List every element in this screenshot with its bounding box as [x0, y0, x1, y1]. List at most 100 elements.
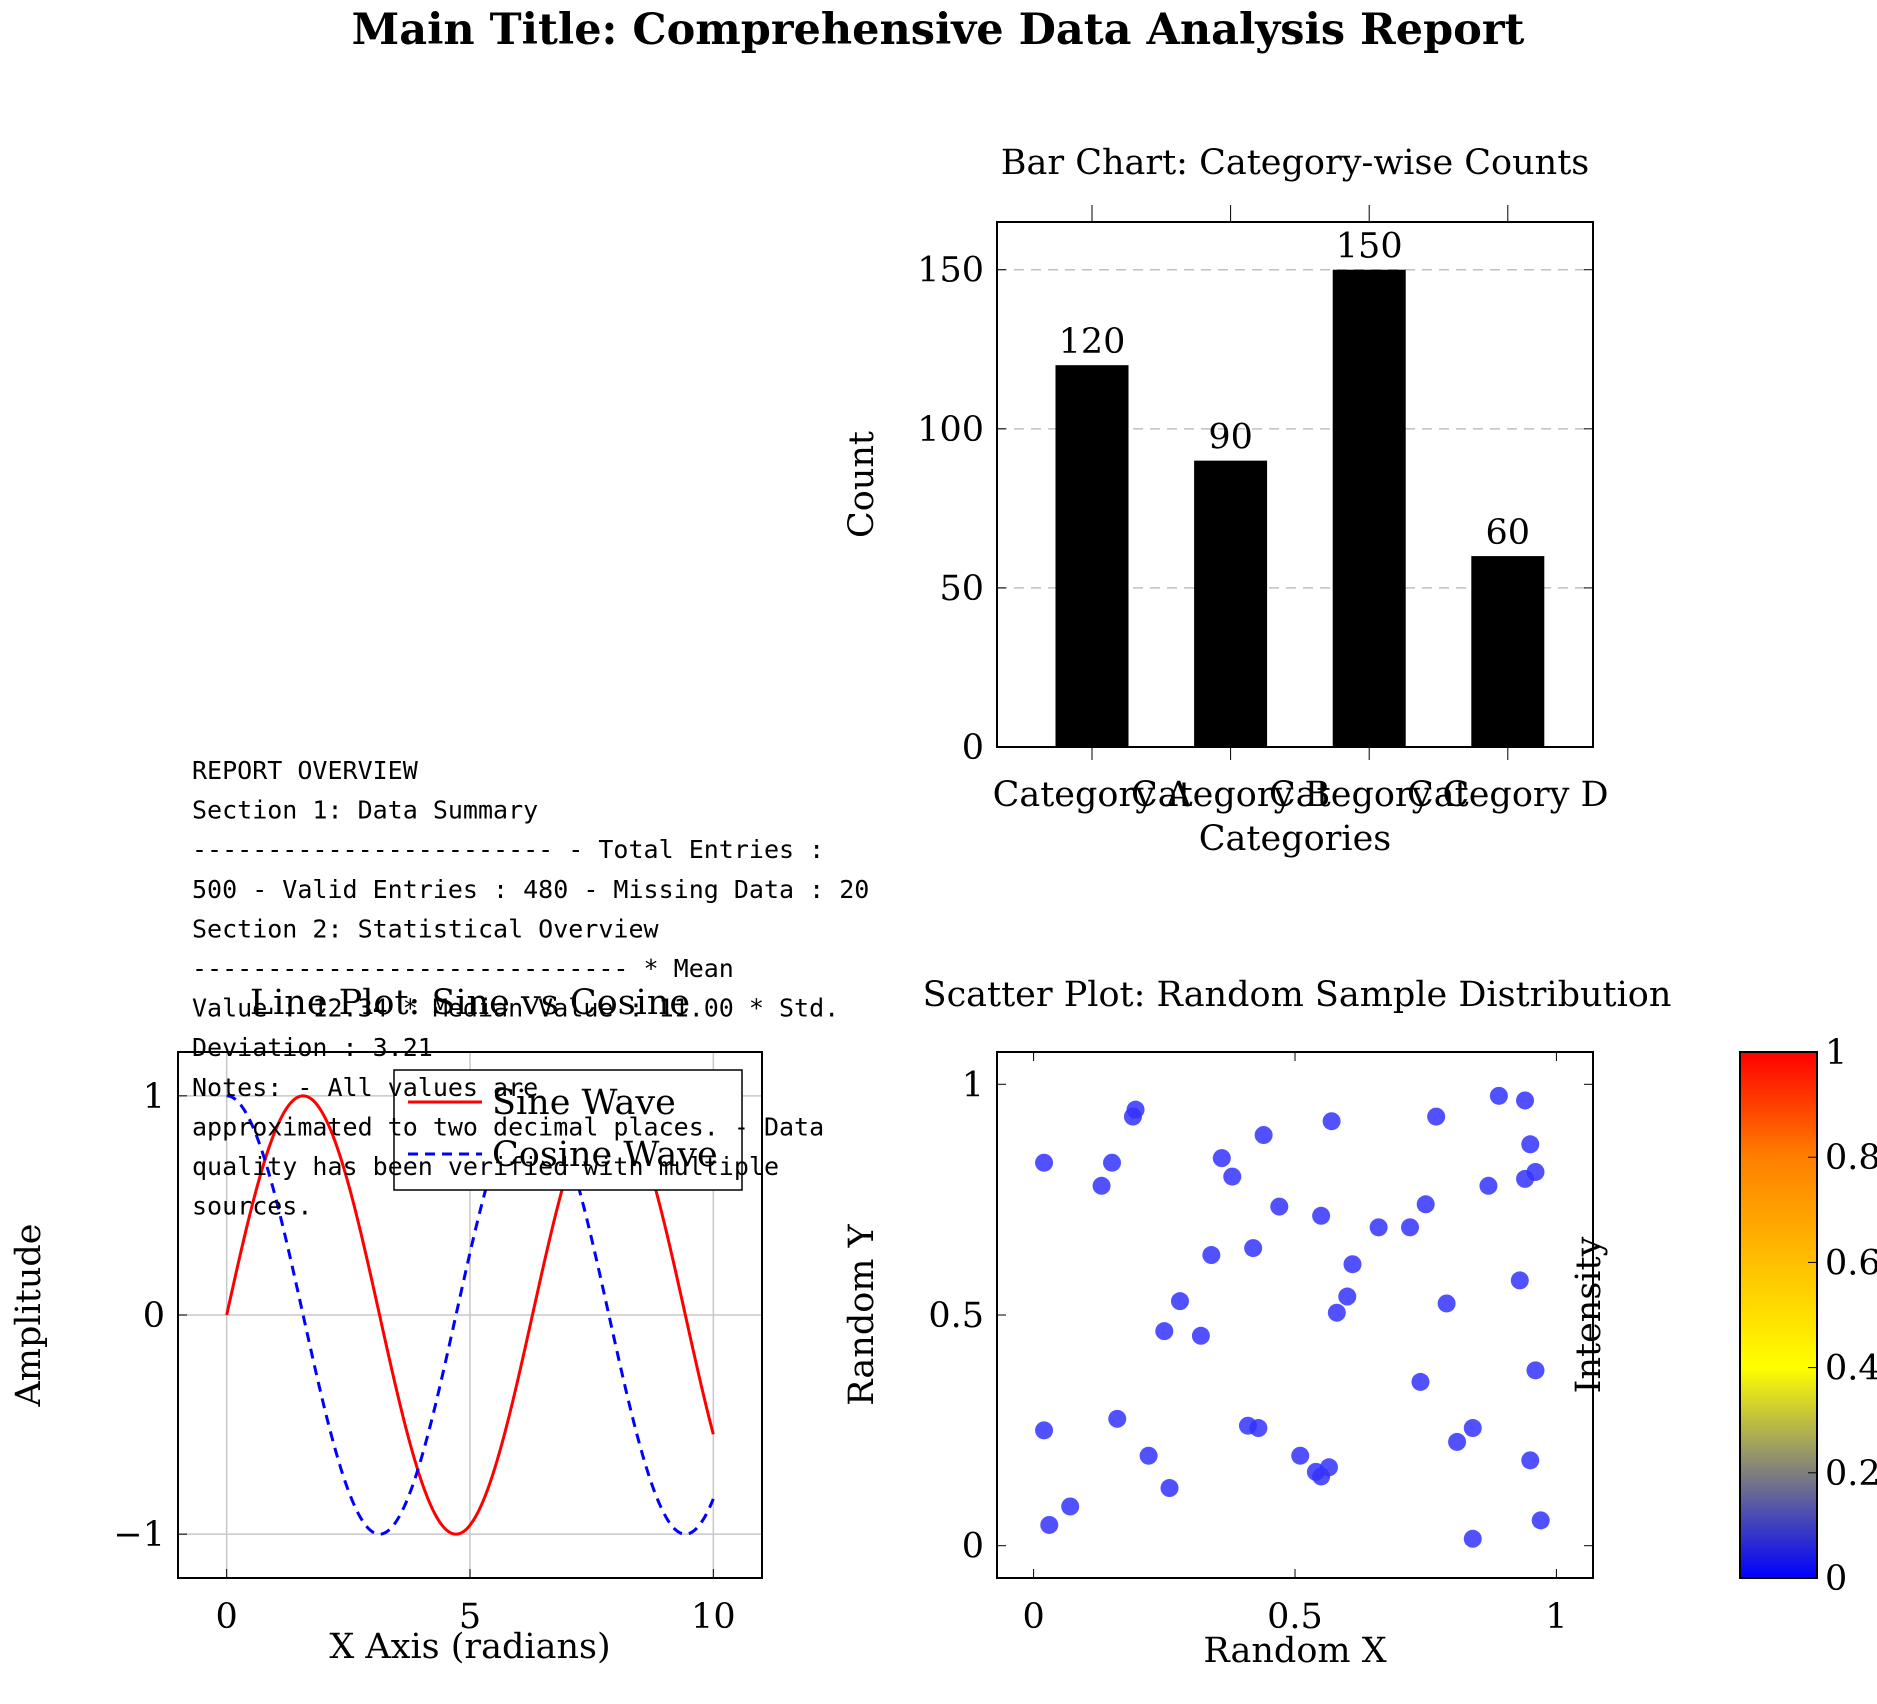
bar-x-axis-label: Categories — [1199, 819, 1392, 859]
bar-y-tick-label: 150 — [917, 251, 984, 291]
scatter-y-tick-label: 1 — [962, 1065, 984, 1105]
report-line: quality has been verified with multiple — [192, 1152, 779, 1181]
bar — [1471, 556, 1545, 747]
scatter-point — [1244, 1239, 1263, 1258]
scatter-point — [1103, 1153, 1122, 1172]
scatter-point — [1040, 1515, 1059, 1534]
scatter-point — [1249, 1419, 1268, 1438]
line-y-axis-label: Amplitude — [9, 1224, 49, 1408]
scatter-chart: Scatter Plot: Random Sample Distribution… — [842, 975, 1671, 1671]
line-y-tick-label: 1 — [143, 1077, 165, 1117]
colorbar-tick-label: 0.2 — [1825, 1454, 1877, 1494]
scatter-point — [1092, 1176, 1111, 1195]
line-series-cos — [226, 1094, 715, 1536]
scatter-point — [1108, 1409, 1127, 1428]
bar-y-tick-label: 0 — [962, 728, 984, 768]
main-title: Main Title: Comprehensive Data Analysis … — [352, 5, 1525, 55]
line-legend-box — [393, 1069, 743, 1191]
report-line: Value : 12.34 * Median Value : 11.00 * S… — [192, 994, 839, 1023]
scatter-point — [1327, 1303, 1346, 1322]
scatter-y-tick-label: 0.5 — [928, 1296, 984, 1336]
scatter-point — [1531, 1511, 1550, 1530]
bar-y-axis-label: Count — [842, 431, 882, 538]
report-overview-text: REPORT OVERVIEW Section 1: Data Summary --… — [192, 756, 869, 1221]
scatter-chart-title: Scatter Plot: Random Sample Distribution — [923, 975, 1672, 1015]
line-legend-label: Sine Wave — [492, 1083, 676, 1123]
scatter-point — [1516, 1169, 1535, 1188]
bar-y-tick-label: 50 — [939, 569, 984, 609]
report-line: REPORT OVERVIEW — [192, 756, 419, 785]
colorbar-bar — [1739, 1051, 1818, 1579]
scatter-y-axis-label: Random Y — [842, 1223, 882, 1405]
report-line: Deviation : 3.21 — [192, 1033, 433, 1062]
scatter-point — [1223, 1167, 1242, 1186]
line-x-tick-label: 0 — [216, 1597, 238, 1637]
scatter-point — [1312, 1206, 1331, 1225]
colorbar-label: Intensity — [1569, 1236, 1609, 1393]
bar-category-label: Category D — [1407, 775, 1609, 815]
scatter-point — [1035, 1153, 1054, 1172]
bar-value-label: 150 — [1336, 227, 1403, 267]
line-x-axis-label: X Axis (radians) — [329, 1627, 610, 1667]
scatter-point — [1521, 1451, 1540, 1470]
scatter-point — [1291, 1446, 1310, 1465]
scatter-x-tick-label: 1 — [1545, 1597, 1567, 1637]
scatter-point — [1126, 1100, 1145, 1119]
scatter-point — [1270, 1197, 1289, 1216]
line-legend-label: Cosine Wave — [492, 1135, 718, 1175]
report-line: approximated to two decimal places. - Da… — [192, 1112, 824, 1141]
line-x-tick-label: 10 — [691, 1597, 736, 1637]
scatter-point — [1463, 1419, 1482, 1438]
scatter-point — [1343, 1255, 1362, 1274]
scatter-point — [1510, 1271, 1529, 1290]
scatter-point — [1322, 1112, 1341, 1131]
scatter-point — [1437, 1294, 1456, 1313]
scatter-point — [1139, 1446, 1158, 1465]
scatter-point — [1254, 1126, 1273, 1145]
colorbar-tick-label: 0.6 — [1825, 1243, 1877, 1283]
scatter-point — [1416, 1195, 1435, 1214]
scatter-point — [1338, 1287, 1357, 1306]
scatter-plot-frame — [996, 1051, 1594, 1579]
scatter-point — [1448, 1432, 1467, 1451]
scatter-point — [1191, 1326, 1210, 1345]
report-line: ----------------------------- * Mean — [192, 954, 734, 983]
bar-y-tick-label: 100 — [917, 410, 984, 450]
scatter-point — [1427, 1107, 1446, 1126]
colorbar-tick-label: 0.4 — [1825, 1349, 1877, 1389]
scatter-point — [1160, 1479, 1179, 1498]
bar — [1055, 365, 1129, 747]
line-y-tick-label: 0 — [143, 1296, 165, 1336]
scatter-point — [1401, 1218, 1420, 1237]
line-chart: Line Plot: Sine vs Cosine 0 5 10 −1 0 1 Sine Wa… — [9, 983, 763, 1667]
scatter-x-tick-label: 0.5 — [1267, 1597, 1323, 1637]
report-line: 500 - Valid Entries : 480 - Missing Data… — [192, 875, 869, 904]
bar-category-label: Category A — [993, 775, 1193, 815]
colorbar-tick-label: 1 — [1825, 1033, 1847, 1073]
bar-chart-title: Bar Chart: Category-wise Counts — [1001, 143, 1590, 183]
scatter-point — [1155, 1322, 1174, 1341]
bar-value-label: 90 — [1208, 418, 1253, 458]
bar-value-label: 60 — [1486, 513, 1531, 553]
report-line: Section 1: Data Summary — [192, 796, 538, 825]
bar-plot-frame — [996, 221, 1594, 748]
report-line: ------------------------ - Total Entries… — [192, 835, 824, 864]
scatter-y-tick-label: 0 — [962, 1527, 984, 1567]
scatter-point — [1212, 1149, 1231, 1168]
report-line: sources. — [192, 1192, 312, 1221]
bar — [1332, 269, 1406, 747]
line-plot-frame — [177, 1051, 763, 1579]
report-line: Notes: - All values are — [192, 1073, 538, 1102]
scatter-point — [1489, 1086, 1508, 1105]
scatter-point — [1479, 1176, 1498, 1195]
colorbar: 0 0.2 0.4 0.6 0.8 1 Intensity — [1569, 1033, 1877, 1599]
bar-chart: Bar Chart: Category-wise Counts 120 Catego… — [842, 143, 1609, 859]
scatter-point — [1369, 1218, 1388, 1237]
scatter-point — [1411, 1372, 1430, 1391]
scatter-x-tick-label: 0 — [1022, 1597, 1044, 1637]
line-chart-title: Line Plot: Sine vs Cosine — [250, 983, 690, 1023]
scatter-x-axis-label: Random X — [1203, 1631, 1386, 1671]
scatter-point — [1516, 1091, 1535, 1110]
colorbar-tick-label: 0.8 — [1825, 1138, 1877, 1178]
